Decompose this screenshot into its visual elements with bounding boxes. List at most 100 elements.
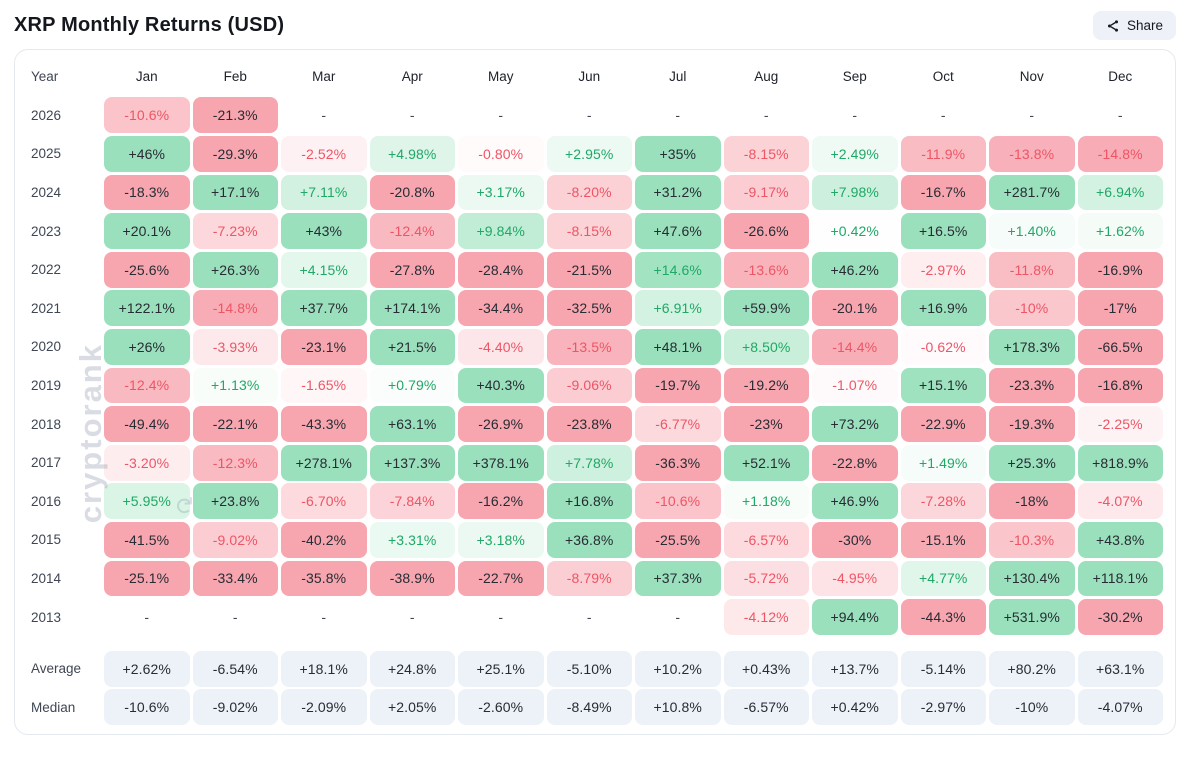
return-cell: -16.9%	[1077, 251, 1163, 288]
return-cell: -12.3%	[192, 444, 278, 481]
return-cell: -22.7%	[458, 560, 544, 597]
return-cell: -19.3%	[989, 406, 1075, 442]
return-cell: -19.7%	[635, 367, 721, 404]
return-cell: -10%	[989, 290, 1075, 327]
column-header-month: Nov	[1019, 68, 1044, 84]
return-cell: -	[498, 609, 504, 626]
return-cell: -25.1%	[104, 560, 190, 597]
table-row: 2016 +5.95% +23.8% -6.70% -7.84% -16.2% +16.8%…	[27, 482, 1163, 521]
table-row: 2025 +46% -29.3% -2.52% +4.98% -0.80% +2.95% +3…	[27, 135, 1163, 174]
summary-cell: -10.6%	[104, 689, 190, 726]
year-label: 2026	[31, 107, 62, 123]
return-cell: -18%	[989, 483, 1075, 520]
return-cell: +16.9%	[900, 290, 986, 327]
return-cell: +281.7%	[989, 174, 1075, 211]
return-cell: +7.11%	[281, 174, 367, 211]
return-cell: -	[763, 107, 769, 124]
return-cell: -	[409, 609, 415, 626]
return-cell: +130.4%	[989, 560, 1075, 597]
summary-cell: +24.8%	[369, 650, 455, 687]
summary-row-label: Average	[31, 661, 82, 677]
summary-cell: -10%	[989, 689, 1075, 726]
return-cell: -30%	[812, 521, 898, 558]
return-cell: -	[321, 107, 327, 124]
return-cell: +0.42%	[830, 223, 879, 240]
return-cell: -10.6%	[104, 97, 190, 134]
return-cell: +4.15%	[281, 251, 367, 288]
return-cell: -29.3%	[192, 135, 278, 172]
return-cell: -	[232, 609, 238, 626]
return-cell: -36.3%	[635, 444, 721, 481]
return-cell: +1.18%	[724, 483, 810, 519]
summary-cell: -4.07%	[1077, 689, 1163, 726]
year-label: 2023	[31, 223, 62, 239]
return-cell: +8.50%	[723, 328, 809, 365]
table-row: 2014 -25.1% -33.4% -35.8% -38.9% -22.7% -8.79%…	[27, 559, 1163, 598]
returns-table: Year Jan Feb Mar Apr May Jun Jul Aug Sep Oct Nov Dec…	[27, 56, 1163, 727]
table-header-row: Year Jan Feb Mar Apr May Jun Jul Aug Sep Oct Nov Dec	[27, 56, 1163, 96]
return-cell: +4.77%	[900, 560, 986, 597]
return-cell: +16.5%	[900, 213, 986, 249]
return-cell: -6.77%	[635, 406, 721, 442]
return-cell: -8.15%	[546, 213, 632, 249]
summary-cell: +2.05%	[369, 689, 455, 726]
return-cell: -2.97%	[900, 251, 986, 288]
return-cell: -12.4%	[104, 367, 190, 404]
return-cell: -23%	[723, 406, 809, 442]
return-cell: -33.4%	[192, 560, 278, 597]
return-cell: -2.52%	[281, 135, 367, 172]
return-cell: -14.4%	[812, 328, 898, 365]
return-cell: -38.9%	[369, 560, 455, 597]
share-icon	[1106, 19, 1120, 33]
return-cell: +36.8%	[546, 521, 632, 558]
summary-cell: -2.09%	[281, 689, 367, 726]
return-cell: +23.8%	[192, 483, 278, 520]
return-cell: -	[852, 107, 858, 124]
share-button[interactable]: Share	[1092, 11, 1176, 40]
summary-cell: -9.02%	[192, 689, 278, 726]
return-cell: +26%	[104, 328, 190, 365]
return-cell: -9.02%	[192, 521, 278, 558]
return-cell: -28.4%	[458, 251, 544, 288]
share-button-label: Share	[1126, 18, 1163, 33]
year-label: 2013	[31, 609, 62, 625]
year-label: 2017	[31, 455, 62, 471]
return-cell: +4.98%	[369, 135, 455, 172]
summary-row-label: Median	[31, 699, 76, 715]
return-cell: -27.8%	[369, 251, 455, 288]
return-cell: +137.3%	[369, 444, 455, 481]
return-cell: +3.18%	[458, 521, 544, 558]
return-cell: +3.31%	[369, 521, 455, 558]
return-cell: -	[498, 107, 504, 124]
return-cell: -34.4%	[458, 290, 544, 327]
return-cell: +1.13%	[193, 368, 279, 404]
return-cell: -3.93%	[192, 328, 278, 365]
table-row: 2022 -25.6% +26.3% +4.15% -27.8% -28.4% -21.5%…	[27, 250, 1163, 289]
return-cell: -49.4%	[104, 406, 190, 442]
summary-row: Average +2.62% -6.54% +18.1% +24.8% +25.1% -5.…	[27, 649, 1163, 688]
column-header-year: Year	[31, 68, 59, 84]
return-cell: -22.8%	[812, 444, 898, 481]
return-cell: -15.1%	[900, 521, 986, 558]
return-cell: -3.20%	[104, 444, 190, 481]
return-cell: -6.70%	[281, 483, 367, 520]
return-cell: +1.62%	[1077, 213, 1163, 249]
return-cell: -	[1029, 107, 1035, 124]
return-cell: -23.1%	[281, 328, 367, 365]
return-cell: -11.9%	[900, 135, 986, 172]
return-cell: +6.94%	[1077, 174, 1163, 211]
summary-cell: -5.14%	[900, 650, 986, 687]
return-cell: -10.6%	[635, 483, 721, 520]
return-cell: +46%	[104, 135, 190, 172]
return-cell: +59.9%	[723, 290, 809, 327]
return-cell: -11.8%	[989, 251, 1075, 288]
return-cell: +378.1%	[458, 444, 544, 481]
return-cell: +43.8%	[1077, 521, 1163, 558]
return-cell: -1.07%	[812, 368, 898, 404]
return-cell: -43.3%	[281, 406, 367, 442]
summary-cell: -2.60%	[458, 689, 544, 726]
column-header-month: Jan	[135, 68, 158, 84]
column-header-month: Apr	[401, 68, 423, 84]
return-cell: +48.1%	[635, 328, 721, 365]
summary-cell: +10.2%	[635, 650, 721, 687]
